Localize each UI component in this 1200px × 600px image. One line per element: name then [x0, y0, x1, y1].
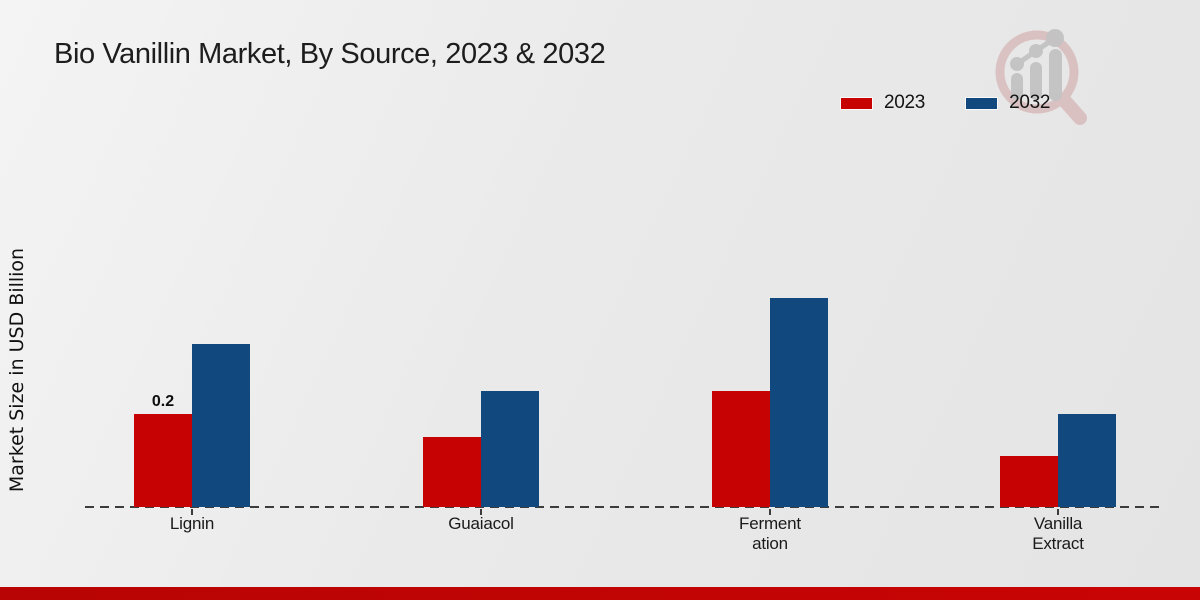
- magnifier-ring-icon: [995, 30, 1079, 114]
- x-axis-tick-fermentation: [769, 509, 771, 515]
- mrfr-logo-watermark: [995, 29, 1087, 125]
- bar-icon: [1030, 62, 1042, 100]
- trend-dot-icon: [1010, 57, 1024, 71]
- bar-2032-lignin: [192, 344, 250, 507]
- trend-dot-icon: [1046, 29, 1064, 47]
- legend-label-2023: 2023: [884, 92, 926, 113]
- x-axis-label-vanilla-extract: Vanilla Extract: [1032, 514, 1084, 554]
- bar-icon: [1011, 73, 1023, 100]
- legend-swatch-2023: [840, 96, 873, 110]
- trend-dot-icon: [1029, 44, 1043, 58]
- x-axis-label-fermentation: Ferment ation: [739, 514, 801, 554]
- chart-legend: 2023 2032: [840, 92, 1050, 114]
- legend-swatch-2032: [965, 96, 999, 110]
- x-axis-tick-guaiacol: [480, 509, 482, 515]
- x-axis-baseline: [85, 506, 1163, 508]
- magnifier-handle-icon: [1057, 93, 1087, 125]
- bar-2023-vanilla-extract: [1000, 456, 1058, 507]
- bar-2032-fermentation: [770, 298, 828, 507]
- bar-2023-lignin: [134, 414, 192, 507]
- footer-red-bar: [0, 587, 1200, 600]
- x-axis-tick-vanilla-extract: [1057, 509, 1059, 515]
- bar-2032-guaiacol: [481, 391, 539, 507]
- chart-title: Bio Vanillin Market, By Source, 2023 & 2…: [54, 38, 606, 70]
- bar-2023-guaiacol: [423, 437, 481, 507]
- x-axis-label-lignin: Lignin: [169, 514, 215, 533]
- bar-value-label-lignin-2023: 0.2: [151, 393, 175, 410]
- bar-2023-fermentation: [712, 391, 770, 507]
- x-axis-tick-lignin: [191, 509, 193, 515]
- x-axis-label-guaiacol: Guaiacol: [448, 514, 514, 533]
- legend-item-2032: 2032: [965, 92, 1050, 114]
- legend-item-2023: 2023: [840, 92, 925, 114]
- legend-label-2032: 2032: [1009, 92, 1051, 113]
- bar-icon: [1049, 49, 1062, 101]
- bar-2032-vanilla-extract: [1058, 414, 1116, 507]
